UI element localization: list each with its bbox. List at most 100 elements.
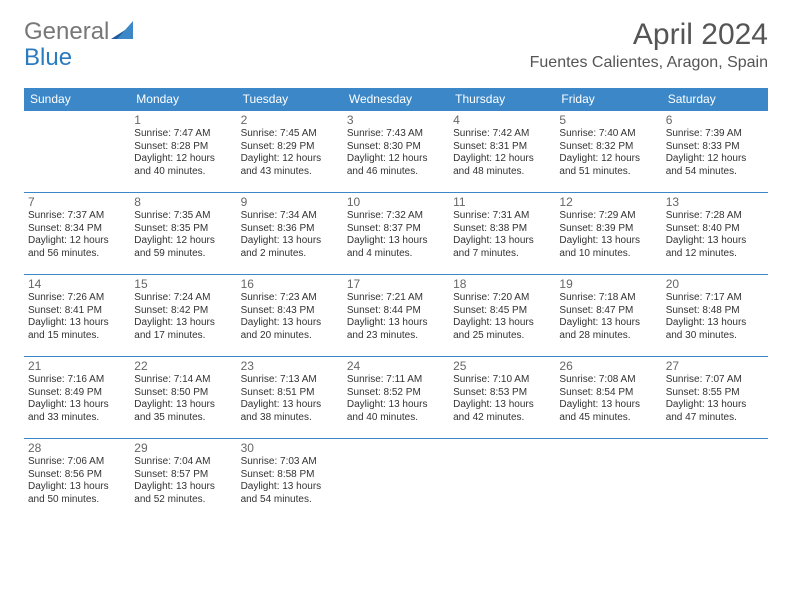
info-line: Sunset: 8:32 PM (559, 141, 657, 154)
day-info: Sunrise: 7:13 AMSunset: 8:51 PMDaylight:… (241, 374, 339, 424)
day-number: 7 (28, 195, 126, 209)
info-line: Sunrise: 7:34 AM (241, 210, 339, 223)
day-cell: 8Sunrise: 7:35 AMSunset: 8:35 PMDaylight… (130, 193, 236, 275)
info-line: Sunrise: 7:23 AM (241, 292, 339, 305)
info-line: Daylight: 13 hours (453, 317, 551, 330)
empty-cell (662, 439, 768, 521)
info-line: Daylight: 12 hours (28, 235, 126, 248)
day-cell: 6Sunrise: 7:39 AMSunset: 8:33 PMDaylight… (662, 111, 768, 193)
day-header-tue: Tuesday (237, 88, 343, 111)
info-line: Sunrise: 7:11 AM (347, 374, 445, 387)
info-line: Sunrise: 7:07 AM (666, 374, 764, 387)
info-line: Sunset: 8:37 PM (347, 223, 445, 236)
day-info: Sunrise: 7:37 AMSunset: 8:34 PMDaylight:… (28, 210, 126, 260)
day-cell: 29Sunrise: 7:04 AMSunset: 8:57 PMDayligh… (130, 439, 236, 521)
day-info: Sunrise: 7:16 AMSunset: 8:49 PMDaylight:… (28, 374, 126, 424)
info-line: Sunset: 8:31 PM (453, 141, 551, 154)
info-line: Daylight: 13 hours (241, 235, 339, 248)
day-number: 8 (134, 195, 232, 209)
info-line: Sunrise: 7:18 AM (559, 292, 657, 305)
day-info: Sunrise: 7:26 AMSunset: 8:41 PMDaylight:… (28, 292, 126, 342)
day-cell: 14Sunrise: 7:26 AMSunset: 8:41 PMDayligh… (24, 275, 130, 357)
day-cell: 22Sunrise: 7:14 AMSunset: 8:50 PMDayligh… (130, 357, 236, 439)
info-line: Daylight: 13 hours (28, 317, 126, 330)
day-info: Sunrise: 7:34 AMSunset: 8:36 PMDaylight:… (241, 210, 339, 260)
info-line: and 54 minutes. (666, 166, 764, 179)
location: Fuentes Calientes, Aragon, Spain (530, 54, 768, 72)
info-line: and 10 minutes. (559, 248, 657, 261)
info-line: Sunrise: 7:39 AM (666, 128, 764, 141)
info-line: Daylight: 13 hours (241, 317, 339, 330)
day-info: Sunrise: 7:17 AMSunset: 8:48 PMDaylight:… (666, 292, 764, 342)
day-number: 12 (559, 195, 657, 209)
day-cell: 26Sunrise: 7:08 AMSunset: 8:54 PMDayligh… (555, 357, 661, 439)
info-line: Daylight: 13 hours (453, 235, 551, 248)
info-line: Sunrise: 7:17 AM (666, 292, 764, 305)
day-info: Sunrise: 7:23 AMSunset: 8:43 PMDaylight:… (241, 292, 339, 342)
empty-cell (555, 439, 661, 521)
info-line: Daylight: 13 hours (559, 399, 657, 412)
info-line: Daylight: 12 hours (453, 153, 551, 166)
day-cell: 7Sunrise: 7:37 AMSunset: 8:34 PMDaylight… (24, 193, 130, 275)
info-line: Sunset: 8:43 PM (241, 305, 339, 318)
calendar-row: 21Sunrise: 7:16 AMSunset: 8:49 PMDayligh… (24, 357, 768, 439)
day-number: 6 (666, 113, 764, 127)
empty-cell (24, 111, 130, 193)
day-info: Sunrise: 7:40 AMSunset: 8:32 PMDaylight:… (559, 128, 657, 178)
info-line: and 25 minutes. (453, 330, 551, 343)
info-line: Sunrise: 7:03 AM (241, 456, 339, 469)
day-number: 1 (134, 113, 232, 127)
info-line: Sunset: 8:57 PM (134, 469, 232, 482)
day-cell: 30Sunrise: 7:03 AMSunset: 8:58 PMDayligh… (237, 439, 343, 521)
info-line: Sunset: 8:38 PM (453, 223, 551, 236)
info-line: Sunrise: 7:29 AM (559, 210, 657, 223)
info-line: Sunset: 8:54 PM (559, 387, 657, 400)
day-cell: 21Sunrise: 7:16 AMSunset: 8:49 PMDayligh… (24, 357, 130, 439)
day-info: Sunrise: 7:24 AMSunset: 8:42 PMDaylight:… (134, 292, 232, 342)
info-line: and 51 minutes. (559, 166, 657, 179)
info-line: Sunrise: 7:10 AM (453, 374, 551, 387)
day-number: 16 (241, 277, 339, 291)
month-title: April 2024 (530, 18, 768, 52)
day-number: 9 (241, 195, 339, 209)
day-info: Sunrise: 7:04 AMSunset: 8:57 PMDaylight:… (134, 456, 232, 506)
info-line: Sunrise: 7:40 AM (559, 128, 657, 141)
day-cell: 25Sunrise: 7:10 AMSunset: 8:53 PMDayligh… (449, 357, 555, 439)
info-line: Sunset: 8:58 PM (241, 469, 339, 482)
info-line: Daylight: 13 hours (134, 399, 232, 412)
info-line: Sunrise: 7:08 AM (559, 374, 657, 387)
info-line: Daylight: 13 hours (666, 235, 764, 248)
day-cell: 16Sunrise: 7:23 AMSunset: 8:43 PMDayligh… (237, 275, 343, 357)
info-line: Sunset: 8:48 PM (666, 305, 764, 318)
info-line: Sunrise: 7:35 AM (134, 210, 232, 223)
info-line: Sunset: 8:40 PM (666, 223, 764, 236)
day-info: Sunrise: 7:29 AMSunset: 8:39 PMDaylight:… (559, 210, 657, 260)
day-header-sun: Sunday (24, 88, 130, 111)
logo-text-1: General (24, 18, 109, 46)
day-header-fri: Friday (555, 88, 661, 111)
info-line: and 46 minutes. (347, 166, 445, 179)
day-cell: 27Sunrise: 7:07 AMSunset: 8:55 PMDayligh… (662, 357, 768, 439)
day-header-wed: Wednesday (343, 88, 449, 111)
info-line: Sunrise: 7:14 AM (134, 374, 232, 387)
info-line: Sunset: 8:39 PM (559, 223, 657, 236)
info-line: and 38 minutes. (241, 412, 339, 425)
day-number: 13 (666, 195, 764, 209)
info-line: Sunset: 8:52 PM (347, 387, 445, 400)
day-number: 25 (453, 359, 551, 373)
logo-triangle-icon (111, 18, 133, 46)
info-line: Daylight: 13 hours (347, 317, 445, 330)
info-line: and 28 minutes. (559, 330, 657, 343)
info-line: and 56 minutes. (28, 248, 126, 261)
info-line: Daylight: 12 hours (241, 153, 339, 166)
day-info: Sunrise: 7:42 AMSunset: 8:31 PMDaylight:… (453, 128, 551, 178)
day-cell: 28Sunrise: 7:06 AMSunset: 8:56 PMDayligh… (24, 439, 130, 521)
info-line: and 59 minutes. (134, 248, 232, 261)
day-cell: 12Sunrise: 7:29 AMSunset: 8:39 PMDayligh… (555, 193, 661, 275)
info-line: Sunrise: 7:13 AM (241, 374, 339, 387)
info-line: and 47 minutes. (666, 412, 764, 425)
day-info: Sunrise: 7:35 AMSunset: 8:35 PMDaylight:… (134, 210, 232, 260)
day-number: 18 (453, 277, 551, 291)
info-line: Daylight: 12 hours (134, 153, 232, 166)
info-line: and 30 minutes. (666, 330, 764, 343)
